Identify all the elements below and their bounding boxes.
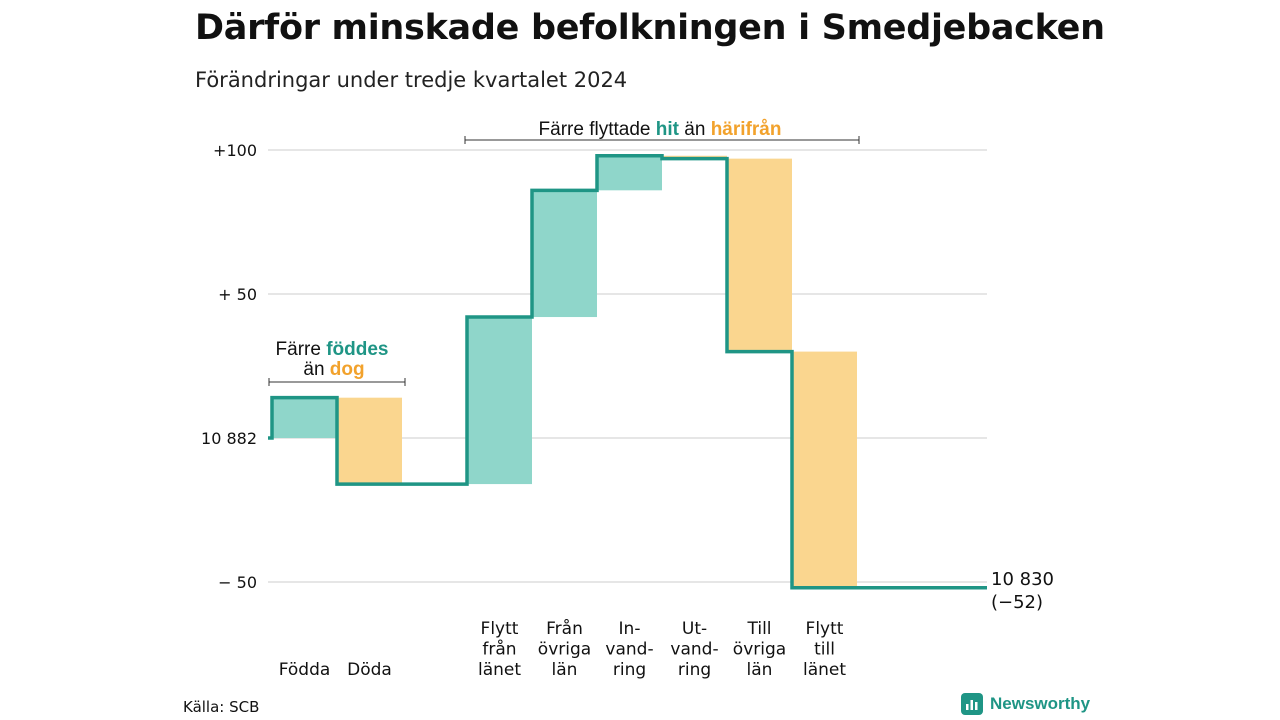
x-category-label: Döda [347, 660, 392, 680]
x-category-label: länet [803, 660, 846, 680]
x-category-label: till [814, 640, 835, 660]
births-annotation: Färre föddes än dog [268, 339, 406, 386]
logo-text: Newsworthy [990, 694, 1091, 713]
newsworthy-logo: Newsworthy [961, 693, 1090, 715]
end-change-label: (−52) [991, 592, 1043, 613]
chart-title: Därför minskade befolkningen i Smedjebac… [195, 8, 1105, 48]
x-category-label: Från [546, 618, 583, 639]
moves-bracket [464, 136, 860, 144]
bar-flytt-till-länet [792, 351, 857, 588]
x-category-label: övriga [538, 640, 591, 660]
bar-flytt-från-länet [467, 317, 532, 485]
bar-födda [272, 397, 337, 438]
bar-in--vand--ring [597, 155, 662, 191]
bar-från-övriga-län [532, 190, 597, 318]
x-category-label: vand- [605, 640, 653, 660]
x-category-label: vand- [670, 640, 718, 660]
x-category-label: övriga [733, 640, 786, 660]
x-category-label: In- [619, 619, 641, 639]
x-category-label: Födda [279, 660, 331, 680]
births-annotation-line2: än dog [303, 359, 364, 380]
y-tick-label: +100 [213, 141, 257, 160]
births-annotation-line1: Färre föddes [276, 339, 389, 360]
x-category-label: från [482, 639, 516, 660]
x-category-label: ring [678, 660, 711, 680]
moves-annotation-text: Färre flyttade hit än härifrån [539, 119, 782, 140]
cumulative-step-line [268, 154, 987, 590]
end-value-label: 10 830 [991, 569, 1054, 590]
bar-chart-icon [961, 693, 983, 715]
bar-döda [337, 397, 402, 485]
x-category-label: länet [478, 660, 521, 680]
y-tick-label: − 50 [218, 573, 257, 592]
moves-annotation: Färre flyttade hit än härifrån [464, 119, 860, 144]
bar-till-övriga-län [727, 158, 792, 352]
x-category-label: ring [613, 660, 646, 680]
gridlines [268, 149, 987, 583]
chart-subtitle: Förändringar under tredje kvartalet 2024 [195, 68, 628, 92]
x-category-label: Flytt [481, 619, 519, 639]
y-tick-label: + 50 [218, 285, 257, 304]
source-note: Källa: SCB [183, 698, 260, 716]
x-category-label: län [747, 660, 773, 680]
cumulative-line [268, 154, 987, 590]
x-category-label: Flytt [806, 619, 844, 639]
x-category-label: Ut- [682, 619, 707, 639]
y-tick-label: 10 882 [201, 429, 257, 448]
x-category-label: Till [746, 619, 771, 639]
bars [272, 155, 857, 588]
births-bracket [268, 378, 406, 386]
x-category-label: län [552, 660, 578, 680]
